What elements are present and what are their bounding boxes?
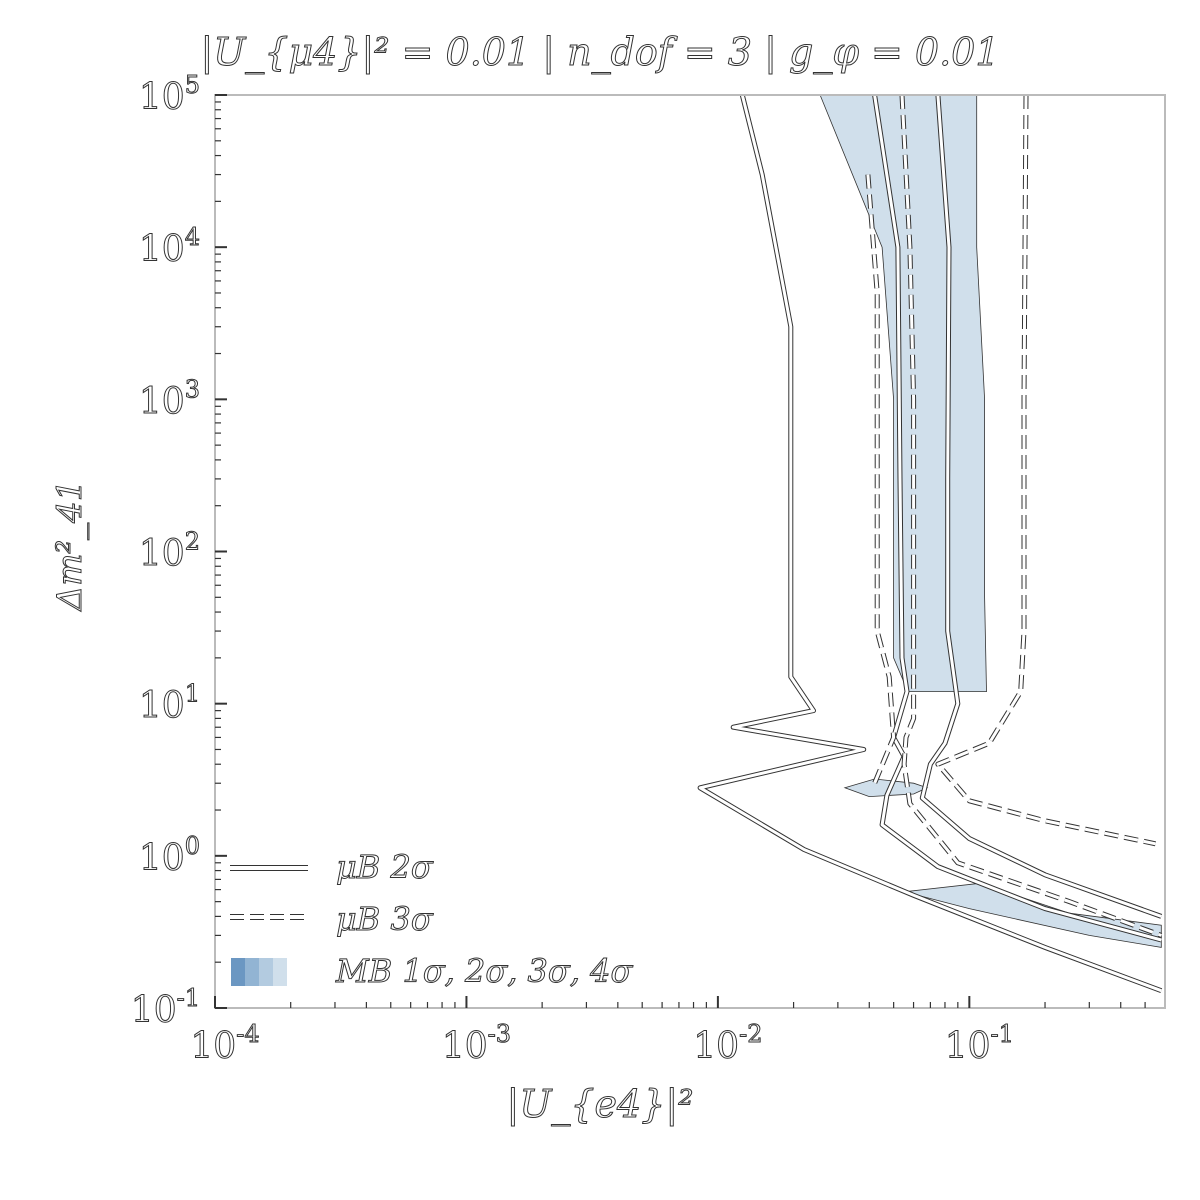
x-tick-label-2: 10-2 [693,1020,762,1067]
x-tick-label-3: 10-1 [945,1020,1014,1067]
contour-line-3 [866,174,896,784]
contour-line-1 [873,94,1162,942]
tick-labels: 10-4 10-3 10-2 10-1 10-1 100 101 102 103 104 105 [130,71,1014,1068]
contour-line-5 [900,94,1162,937]
contour-line-0 [698,94,1162,993]
y-tick-label-0: 10-1 [131,984,200,1031]
x-tick-label-0: 10-4 [190,1020,259,1067]
mb-regions [819,94,1162,948]
legend-swatch-1sigma [231,958,245,986]
contour-line-4 [936,94,1156,846]
contour-line-2 [920,94,1162,918]
legend-swatch-3sigma [259,958,273,986]
legend-label-mub-2sigma: μB 2σ [336,848,434,887]
y-tick-label-5: 104 [139,223,200,270]
chart-title: |U_{μ4}|² = 0.01 | n_dof = 3 | g_φ = 0.0… [200,30,1000,75]
x-axis-label: |U_{e4}|² [506,1082,694,1127]
mub-contours [697,94,1163,994]
mb-region-0 [819,94,987,692]
y-tick-label-2: 101 [139,680,200,727]
x-tick-label-1: 10-3 [442,1020,511,1067]
y-tick-label-6: 105 [139,71,200,118]
mb-region-2 [904,882,1162,948]
y-tick-label-4: 103 [139,375,200,422]
y-axis-label: Δm²_41 [50,479,91,611]
legend-swatch-4sigma [273,958,287,986]
legend-label-mb-regions: MB 1σ, 2σ, 3σ, 4σ [335,952,633,991]
legend-swatch-2sigma [245,958,259,986]
y-tick-label-1: 100 [139,832,200,879]
y-tick-label-3: 102 [139,528,200,575]
legend [230,865,308,986]
plot-axes [214,94,1166,1009]
legend-label-mub-3sigma: μB 3σ [336,900,434,939]
